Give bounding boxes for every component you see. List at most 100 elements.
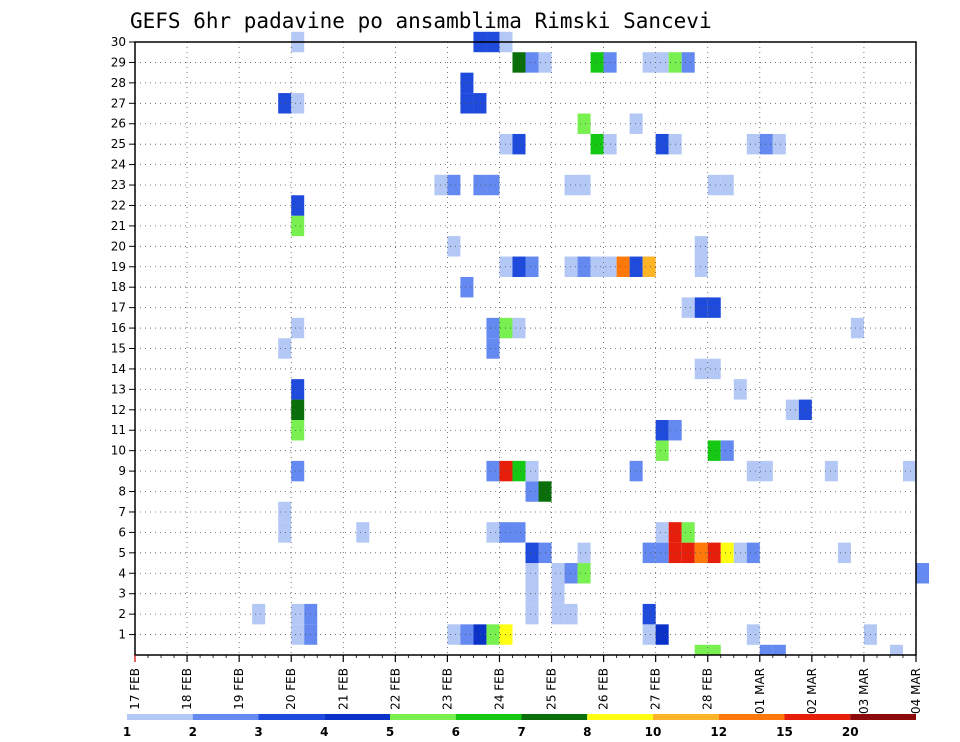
heatmap-cell: [291, 317, 305, 339]
heatmap-cell: [525, 460, 539, 482]
x-tick-label: 04 MAR: [909, 668, 923, 714]
legend-swatch: [784, 714, 851, 720]
legend-label: 6: [452, 725, 460, 739]
grid-lines: [135, 41, 916, 655]
y-tick-label: 12: [111, 403, 126, 417]
heatmap-cell: [291, 93, 305, 114]
y-tick-label: 9: [118, 464, 126, 478]
heatmap-cell: [590, 133, 604, 155]
heatmap-cell: [447, 624, 461, 645]
y-tick-label: 1: [118, 628, 126, 642]
legend-label: 1: [123, 725, 131, 739]
heatmap-cell: [525, 542, 539, 564]
heatmap-cell: [512, 522, 526, 543]
x-tick-label: 01 MAR: [753, 668, 767, 714]
heatmap-cell: [642, 603, 656, 625]
heatmap-cell: [902, 460, 916, 482]
heatmap-cell: [916, 563, 930, 584]
heatmap-cell: [278, 93, 292, 114]
heatmap-cell: [850, 317, 864, 339]
legend-swatch: [653, 714, 719, 720]
heatmap-cell: [486, 460, 500, 482]
heatmap-cell: [252, 603, 266, 625]
y-tick-label: 2: [118, 607, 126, 621]
heatmap-cell: [291, 460, 305, 482]
heatmap-cell: [642, 52, 656, 73]
heatmap-cells: [252, 31, 930, 655]
y-tick-label: 11: [111, 423, 126, 437]
heatmap-cell: [759, 133, 773, 155]
x-tick-label: 02 MAR: [805, 668, 819, 714]
heatmap-cell: [460, 93, 474, 114]
heatmap-cell: [564, 563, 578, 584]
legend-label: 8: [583, 725, 591, 739]
heatmap-cell: [525, 583, 539, 604]
heatmap-cell: [642, 256, 656, 277]
legend-swatch: [455, 714, 522, 720]
heatmap-cell: [772, 644, 786, 655]
heatmap-cell: [720, 174, 734, 196]
heatmap-cell: [460, 276, 474, 298]
heatmap-cell: [707, 297, 721, 318]
x-tick-label: 19 FEB: [232, 668, 246, 710]
legend-label: 20: [842, 725, 859, 739]
heatmap-cell: [291, 420, 305, 441]
y-tick-label: 8: [118, 485, 126, 499]
heatmap-cell: [629, 256, 643, 277]
y-tick-label: 7: [118, 505, 126, 519]
heatmap-cell: [564, 603, 578, 625]
heatmap-cell: [681, 297, 695, 318]
heatmap-cell: [655, 420, 669, 441]
heatmap-cell: [629, 113, 643, 134]
legend-label: 3: [254, 725, 262, 739]
heatmap-cell: [746, 133, 760, 155]
x-tick-label: 23 FEB: [440, 668, 454, 710]
y-tick-label: 30: [111, 35, 126, 49]
heatmap-cell: [473, 93, 487, 114]
y-tick-label: 27: [111, 96, 126, 110]
heatmap-cell: [551, 563, 565, 584]
x-tick-label: 03 MAR: [857, 668, 871, 714]
heatmap-cell: [564, 256, 578, 277]
heatmap-cell: [551, 583, 565, 604]
heatmap-cell: [759, 460, 773, 482]
heatmap-cell: [642, 624, 656, 645]
y-tick-label: 13: [111, 382, 126, 396]
heatmap-cell: [694, 644, 708, 655]
heatmap-cell: [486, 317, 500, 339]
heatmap-cell: [291, 603, 305, 625]
heatmap-cell: [824, 460, 838, 482]
heatmap-cell: [694, 358, 708, 380]
y-axis: 1234567891011121314151617181920212223242…: [111, 35, 135, 642]
legend-label: 7: [517, 725, 525, 739]
heatmap-cell: [512, 256, 526, 277]
heatmap-cell: [577, 542, 591, 564]
heatmap-cell: [655, 542, 669, 564]
heatmap-cell: [460, 624, 474, 645]
heatmap-cell: [512, 52, 526, 73]
legend-swatch: [390, 714, 456, 720]
heatmap-cell: [655, 52, 669, 73]
y-tick-label: 22: [111, 198, 126, 212]
y-tick-label: 3: [118, 587, 126, 601]
heatmap-cell: [694, 542, 708, 564]
heatmap-cell: [746, 624, 760, 645]
x-tick-label: 28 FEB: [701, 668, 715, 710]
heatmap-cell: [564, 174, 578, 196]
legend-swatch: [521, 714, 588, 720]
heatmap-cell: [512, 460, 526, 482]
legend-swatch: [127, 714, 193, 720]
legend-label: 15: [776, 725, 793, 739]
heatmap-cell: [707, 644, 721, 655]
legend-label: 4: [320, 725, 328, 739]
heatmap-cell: [278, 522, 292, 543]
heatmap-cell: [629, 460, 643, 482]
heatmap-cell: [707, 542, 721, 564]
heatmap-cell: [616, 256, 630, 277]
heatmap-cell: [746, 542, 760, 564]
legend-swatch: [324, 714, 390, 720]
heatmap-cell: [681, 542, 695, 564]
legend-label: 12: [710, 725, 727, 739]
heatmap-cell: [577, 174, 591, 196]
